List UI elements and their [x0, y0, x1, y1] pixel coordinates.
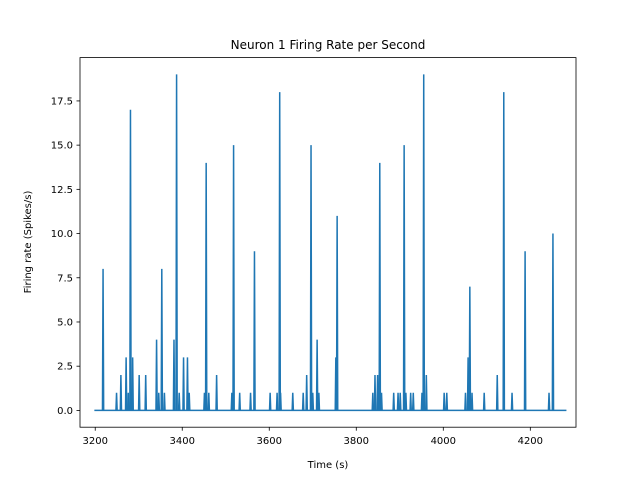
spike-mark	[131, 357, 134, 411]
y-tick-label: 5.0	[57, 317, 73, 328]
spike-mark	[551, 233, 555, 411]
spike-mark	[317, 392, 321, 411]
spike-mark	[523, 251, 527, 411]
spike-mark	[278, 92, 282, 411]
spike-mark	[160, 268, 164, 411]
spike-mark	[119, 375, 123, 411]
spike-mark	[396, 392, 400, 411]
spike-mark	[126, 392, 130, 411]
x-tick-label: 4000	[431, 436, 456, 447]
spike-mark	[409, 392, 413, 411]
spike-mark	[124, 357, 128, 411]
spike-mark	[378, 162, 382, 411]
spike-mark	[268, 392, 272, 411]
spike-mark	[215, 375, 218, 411]
spike-mark	[373, 375, 377, 411]
spike-mark	[442, 392, 446, 411]
spike-mark	[172, 339, 176, 411]
spike-mark	[398, 392, 402, 411]
spike-mark	[207, 392, 211, 411]
spike-mark	[186, 357, 189, 411]
spike-mark	[232, 145, 235, 411]
x-axis: 3200 3400 3600 3800 4000 4200	[83, 427, 543, 447]
spike-mark	[157, 392, 161, 411]
spike-mark	[315, 339, 319, 411]
x-tick-label: 3400	[170, 436, 195, 447]
spike-mark	[470, 392, 474, 411]
spike-mark	[305, 375, 309, 411]
x-tick-label: 3800	[344, 436, 369, 447]
spike-mark	[335, 215, 339, 411]
spike-mark	[380, 392, 383, 411]
spike-mark	[371, 392, 375, 411]
y-axis: 0.0 2.5 5.0 7.5 10.0 12.5 15.0 17.5	[51, 96, 80, 417]
spike-mark	[422, 74, 426, 411]
chart-title: Neuron 1 Firing Rate per Second	[231, 38, 426, 52]
spike-mark	[510, 392, 514, 411]
spike-mark	[175, 74, 178, 411]
spike-mark	[230, 392, 234, 411]
spike-mark	[144, 375, 148, 411]
plot-area	[94, 74, 567, 412]
spike-mark	[392, 392, 396, 411]
axes-frame	[79, 57, 577, 428]
x-tick-label: 4200	[518, 436, 543, 447]
spike-mark	[253, 251, 256, 411]
spike-mark	[249, 392, 252, 411]
spike-mark	[279, 392, 282, 411]
y-tick-label: 7.5	[57, 273, 73, 284]
spike-mark	[376, 375, 379, 411]
spike-mark	[420, 392, 424, 411]
spike-mark	[163, 392, 166, 411]
spike-mark	[547, 392, 551, 411]
spike-mark	[445, 392, 449, 411]
y-tick-label: 15.0	[51, 141, 73, 152]
x-axis-label: Time (s)	[307, 460, 349, 471]
spike-mark	[187, 392, 191, 411]
spike-mark	[309, 145, 313, 411]
spike-mark	[115, 392, 118, 411]
spike-mark	[482, 392, 486, 411]
spike-mark	[404, 392, 408, 411]
spike-mark	[155, 339, 158, 411]
spike-mark	[275, 392, 279, 411]
spike-mark	[502, 92, 506, 411]
y-tick-label: 12.5	[51, 185, 73, 196]
spike-mark	[137, 375, 141, 411]
y-axis-label: Firing rate (Spikes/s)	[23, 191, 34, 294]
spike-mark	[411, 392, 415, 411]
spike-mark	[203, 392, 206, 411]
spike-mark	[468, 286, 472, 411]
y-tick-label: 10.0	[51, 229, 73, 240]
spike-mark	[177, 392, 181, 411]
spike-mark	[238, 392, 242, 411]
x-tick-label: 3600	[257, 436, 282, 447]
y-tick-label: 17.5	[51, 96, 73, 107]
spike-mark	[424, 375, 428, 411]
spike-mark	[495, 375, 499, 411]
x-tick-label: 3200	[83, 436, 108, 447]
spike-mark	[466, 357, 470, 411]
y-tick-label: 2.5	[57, 362, 73, 373]
spike-mark	[291, 392, 295, 411]
spike-mark	[311, 392, 315, 411]
y-tick-label: 0.0	[57, 406, 73, 417]
spike-mark	[129, 109, 132, 411]
spike-mark	[101, 268, 105, 411]
spike-mark	[301, 392, 305, 411]
spike-mark	[204, 162, 208, 411]
spike-mark	[464, 392, 467, 411]
spike-mark	[182, 357, 185, 411]
spike-mark	[402, 145, 406, 411]
